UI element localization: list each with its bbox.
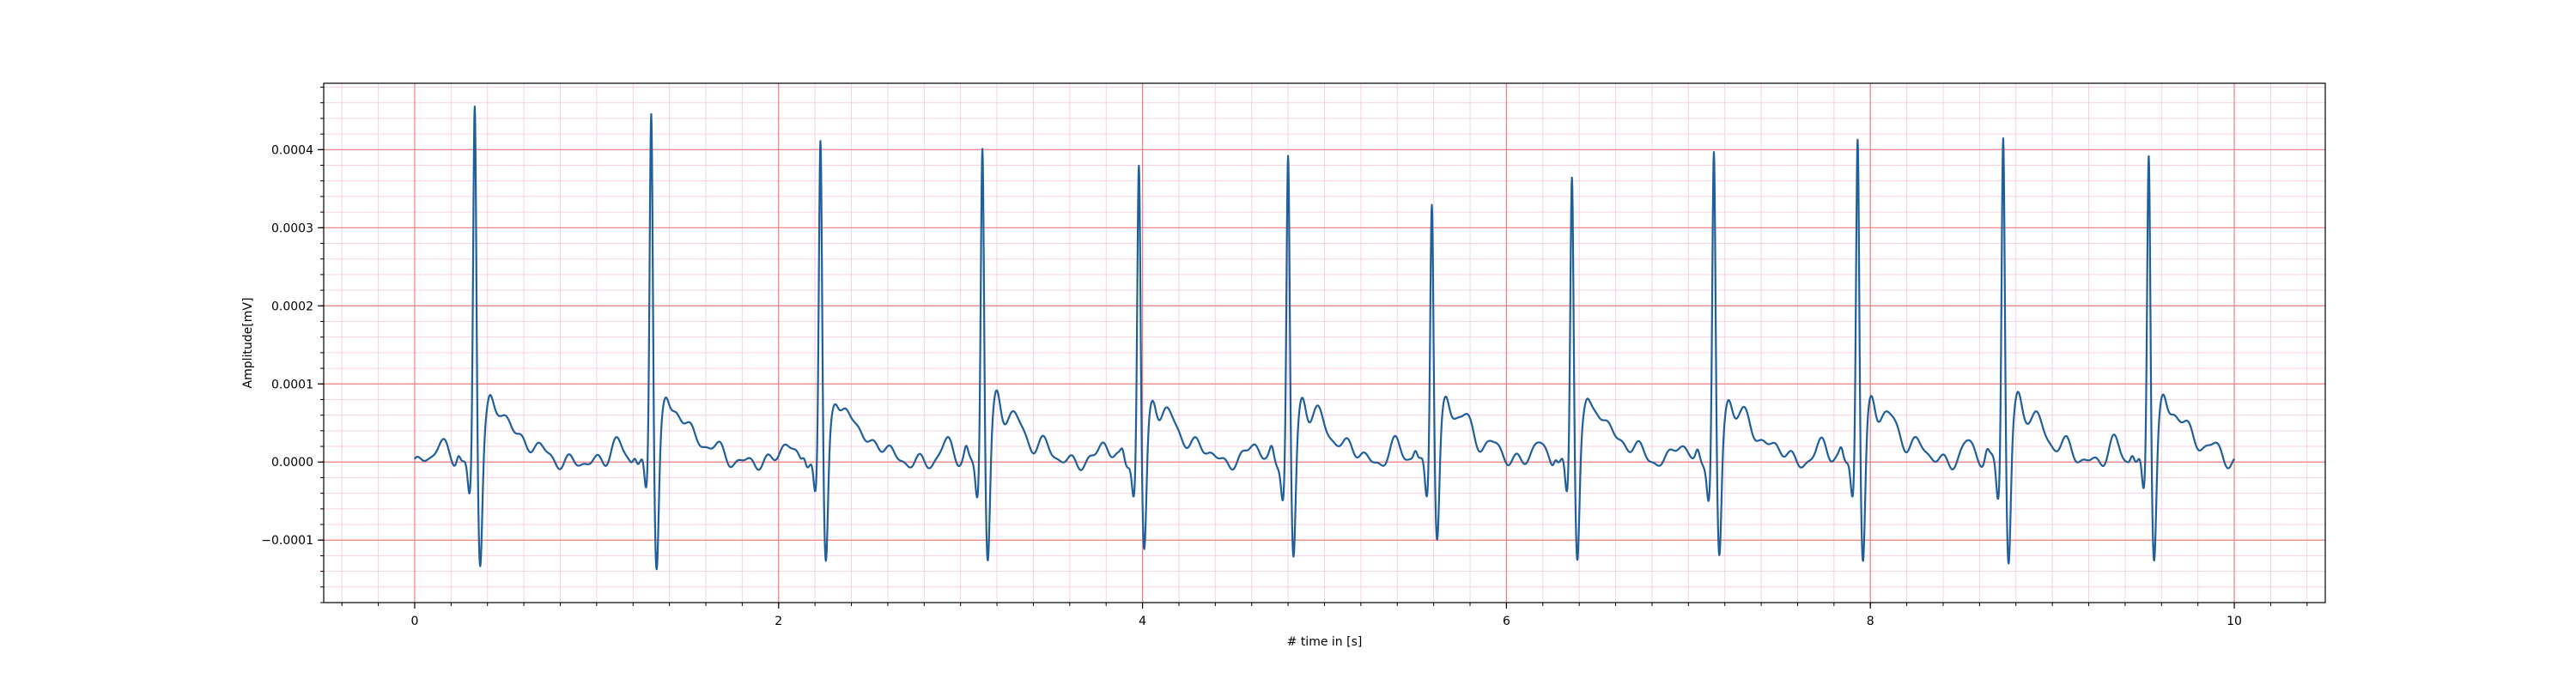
minor-grid xyxy=(324,83,2325,603)
x-tick-label: 4 xyxy=(1139,615,1146,628)
y-tick-label: −0.0001 xyxy=(261,534,313,548)
y-tick-label: 0.0001 xyxy=(271,378,313,391)
x-tick-label: 8 xyxy=(1867,615,1874,628)
y-tick-label: 0.0003 xyxy=(271,221,313,235)
y-tick-label: 0.0002 xyxy=(271,300,313,313)
y-tick-label: 0.0000 xyxy=(271,456,313,470)
x-tick-label: 6 xyxy=(1503,615,1510,628)
x-axis-label: # time in [s] xyxy=(1287,635,1363,649)
y-axis-label: Amplitude[mV] xyxy=(241,298,255,389)
x-tick-label: 0 xyxy=(410,615,418,628)
y-tick-label: 0.0004 xyxy=(271,143,313,157)
x-tick-label: 10 xyxy=(2227,615,2242,628)
x-tick-label: 2 xyxy=(775,615,782,628)
